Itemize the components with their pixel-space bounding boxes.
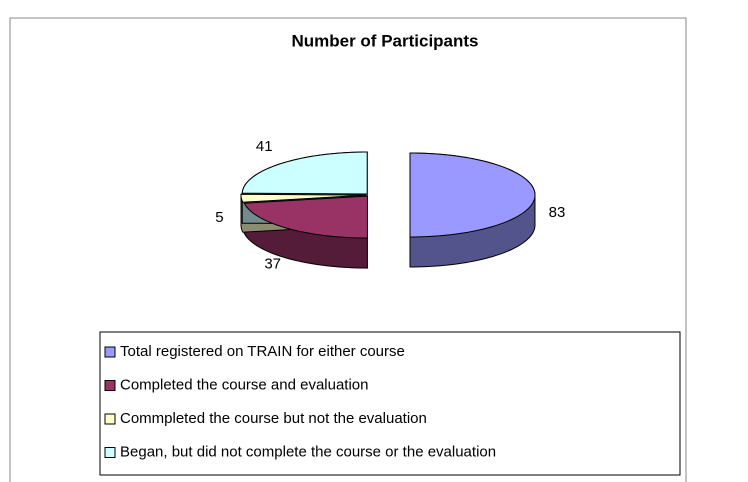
legend-label: Began, but did not complete the course o… [120,443,496,460]
slice [241,151,368,195]
slice [409,152,536,238]
legend-label: Completed the course and evaluation [120,376,369,393]
data-label: 41 [256,138,273,155]
legend-swatch [104,346,116,358]
legend-label: Total registered on TRAIN for either cou… [120,343,405,360]
legend-swatch [104,447,116,458]
legend-swatch [104,413,116,425]
slice [243,195,368,239]
chart-title: Number of Participants [291,31,478,50]
slice [240,193,367,203]
data-label: 37 [264,256,281,273]
legend-box [99,331,681,476]
data-label: 5 [215,209,223,226]
legend-swatch [104,380,116,391]
data-label: 83 [549,204,566,221]
legend-label: Commpleted the course but not the evalua… [120,410,427,427]
